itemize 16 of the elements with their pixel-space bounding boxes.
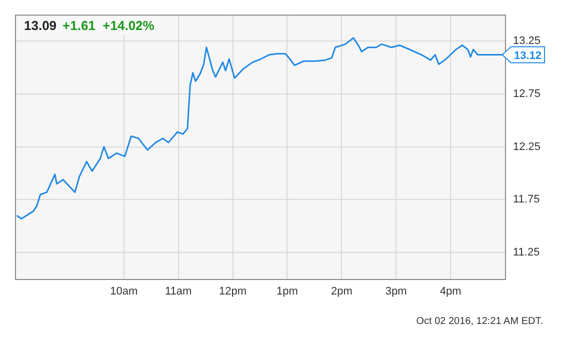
x-tick-label: 11am: [164, 286, 192, 298]
x-tick-label: 3pm: [385, 286, 407, 298]
y-tick-label: 12.75: [513, 88, 541, 100]
chart-subtitle: +1.61 +14.02%: [62, 18, 154, 33]
x-tick-label: 10am: [110, 286, 138, 298]
chart-title: 13.09: [24, 18, 57, 33]
x-tick-label: 4pm: [440, 286, 462, 298]
x-tick-label: 1pm: [276, 286, 298, 298]
y-tick-label: 13.25: [513, 35, 541, 48]
y-tick-label: 11.25: [513, 246, 540, 259]
x-tick-label: 2pm: [330, 286, 352, 298]
y-tick-label: 11.75: [513, 194, 540, 206]
text: Oct 02 2016, 12:21 AM EDT.: [416, 316, 543, 327]
annotation: 13.12: [514, 50, 542, 62]
y-tick-label: 12.25: [513, 140, 541, 153]
x-tick-label: 12pm: [219, 286, 247, 298]
